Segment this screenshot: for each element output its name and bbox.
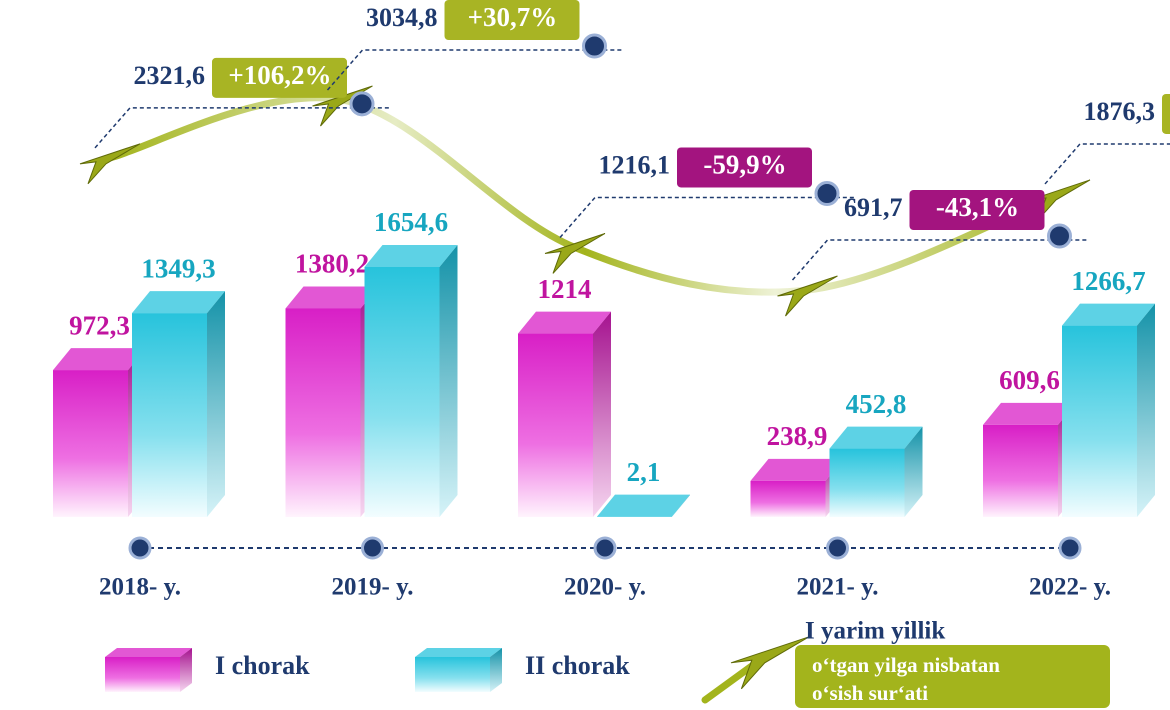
timeline-dot [130,538,150,558]
arrow-head [778,276,838,316]
leader-dot [584,35,606,57]
bar [983,425,1058,517]
x-tick-label: 2022- y. [1029,574,1111,601]
bar [132,313,207,517]
bar [830,449,905,517]
legend-box-text: o‘sish sur‘ati [812,681,928,705]
growth-label: +106,2% [228,60,331,90]
x-tick-label: 2020- y. [564,574,646,601]
chart: 2018- y. 2019- y. 2020- y. 2021- y. 2022- y.… [0,0,1170,710]
value-label: 1266,7 [1071,266,1145,296]
value-label: 972,3 [69,310,130,340]
timeline-dot [595,538,615,558]
x-tick-label: 2021- y. [797,574,879,601]
legend-swatch-top [415,648,502,657]
total-label: 3034,8 [366,3,438,32]
bar [365,267,440,517]
timeline-dot [828,538,848,558]
legend-swatch [105,657,180,692]
value-label: 1214 [538,274,592,304]
legend-box-text: o‘tgan yilga nisbatan [812,653,1000,677]
timeline-dot [1060,538,1080,558]
value-label: 1380,2 [295,249,369,279]
total-label: 1876,3 [1084,97,1156,126]
value-label: 609,6 [999,365,1060,395]
leader-line [560,197,855,237]
value-label: 452,8 [846,389,907,419]
value-label: 1349,3 [141,253,215,283]
value-label: 1654,6 [374,207,448,237]
leader-dot [1049,225,1071,247]
bar [518,334,593,517]
legend-label: I chorak [215,651,310,680]
bar [1062,326,1137,517]
bar [286,308,361,517]
legend-swatch [415,657,490,692]
leader-dot [816,182,838,204]
total-label: 1216,1 [599,150,671,179]
bar [751,481,826,517]
bar [53,370,128,517]
growth-label: -59,9% [703,150,786,180]
total-label: 691,7 [844,193,903,222]
leader-dot [351,93,373,115]
legend-label: II chorak [525,651,630,680]
legend-label: I yarim yillik [805,618,945,645]
total-label: 2321,6 [134,61,206,90]
growth-box [1162,94,1170,134]
value-label: 2,1 [627,457,661,487]
growth-label: +30,7% [468,2,558,32]
x-tick-label: 2019- y. [332,574,414,601]
leader-line [95,108,390,148]
leader-line [328,50,623,90]
bar-top [597,495,690,517]
bar-side [207,291,225,517]
timeline-dot [363,538,383,558]
x-tick-label: 2018- y. [99,574,181,601]
value-label: 238,9 [767,421,828,451]
legend-swatch-top [105,648,192,657]
bar-side [1137,304,1155,517]
bar-side [593,312,611,517]
bar-side [440,245,458,517]
growth-label: -43,1% [936,192,1019,222]
leader-line [1045,144,1170,184]
